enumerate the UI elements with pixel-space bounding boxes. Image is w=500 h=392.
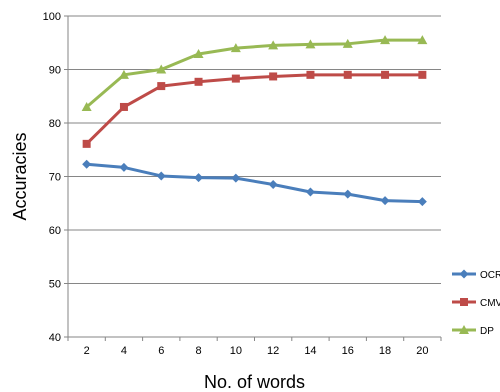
y-tick-label: 60 [49, 225, 61, 237]
legend-marker-cmv [460, 298, 468, 306]
legend-label-cmv: CMV [480, 298, 500, 309]
x-tick-label: 6 [158, 345, 164, 357]
data-point-ocr [82, 159, 92, 169]
legend-label-dp: DP [480, 326, 494, 337]
data-point-cmv [343, 70, 352, 79]
data-point-dp [118, 69, 129, 79]
x-axis-title: No. of words [204, 372, 305, 392]
data-point-cmv [82, 139, 91, 148]
data-point-ocr [119, 162, 129, 172]
x-tick-label: 14 [304, 345, 316, 357]
y-axis-title: Accuracies [10, 132, 30, 220]
legend: OCR CMV DP [452, 269, 500, 337]
series-dp [81, 35, 428, 111]
x-tick-label: 10 [230, 345, 242, 357]
data-point-cmv [269, 72, 278, 81]
data-point-dp [230, 43, 241, 53]
y-tick-label: 90 [49, 65, 61, 77]
y-tick-label: 80 [49, 118, 61, 130]
y-tick-label: 40 [49, 332, 61, 344]
x-tick-label: 8 [195, 345, 201, 357]
series-line-cmv [85, 73, 423, 145]
y-tick-label: 50 [49, 279, 61, 291]
series-line-ocr [86, 162, 423, 204]
data-point-cmv [119, 102, 128, 111]
x-tick-label: 20 [416, 345, 428, 357]
data-point-cmv [381, 70, 390, 79]
data-point-ocr [380, 196, 390, 206]
data-point-dp [380, 35, 391, 45]
x-tick-label: 16 [342, 345, 354, 357]
x-tick-label: 2 [84, 345, 90, 357]
y-tick-label: 70 [49, 172, 61, 184]
data-point-dp [305, 39, 316, 49]
data-point-dp [156, 64, 167, 74]
data-point-ocr [268, 180, 278, 190]
legend-marker-ocr [459, 269, 469, 279]
series-cmv [82, 70, 427, 148]
series-group [81, 35, 428, 207]
data-point-dp [342, 38, 353, 48]
data-point-ocr [417, 197, 427, 207]
data-point-ocr [343, 189, 353, 199]
data-point-ocr [231, 173, 241, 183]
data-point-dp [268, 40, 279, 50]
data-point-cmv [306, 70, 315, 79]
data-point-cmv [418, 70, 427, 79]
x-tick-label: 18 [379, 345, 391, 357]
series-line-dp [85, 38, 423, 109]
x-tick-labels: 2 4 6 8 10 12 14 16 18 20 [67, 337, 442, 357]
legend-label-ocr: OCR [480, 270, 500, 281]
y-tick-labels: 40 50 60 70 80 90 100 [43, 11, 68, 344]
x-tick-label: 4 [121, 345, 127, 357]
data-point-dp [417, 35, 428, 45]
data-point-cmv [157, 82, 166, 91]
data-point-dp [81, 101, 92, 111]
y-tick-label: 100 [43, 11, 61, 23]
gridlines [68, 15, 441, 284]
data-point-ocr [194, 173, 204, 183]
data-point-dp [193, 48, 204, 58]
data-point-cmv [231, 74, 240, 83]
data-point-ocr [305, 187, 315, 197]
data-point-ocr [156, 171, 166, 181]
x-tick-label: 12 [267, 345, 279, 357]
data-point-cmv [194, 77, 203, 86]
series-ocr [82, 159, 427, 207]
legend-marker-dp [459, 325, 469, 334]
